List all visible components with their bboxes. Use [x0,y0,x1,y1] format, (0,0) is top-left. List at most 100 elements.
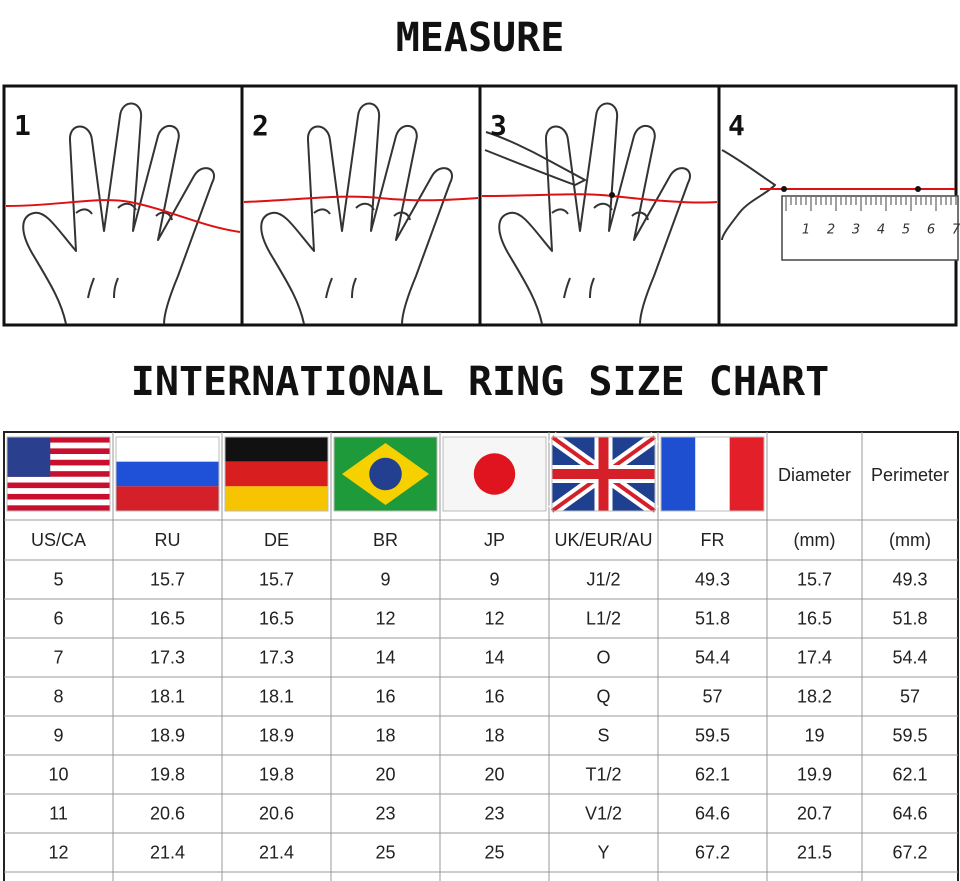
table-cell: 6 [53,608,63,628]
table-cell: Q [596,686,610,706]
table-cell: V1/2 [585,803,622,823]
table-cell: 11 [49,803,68,823]
flag [224,436,329,512]
table-cell: 19.8 [150,764,185,784]
table-cell: 16.5 [797,608,832,628]
table-cell: 5 [53,569,63,589]
flag-part [473,453,516,495]
table-cell: 19.8 [259,764,294,784]
table-cell: 20 [484,764,504,784]
mark-dot [609,192,615,198]
table-cell: 10 [48,764,68,784]
table-cell: T1/2 [585,764,621,784]
table-cell: 25 [484,842,504,862]
flag-border [6,436,111,512]
table-cell: 20 [375,764,395,784]
table-cell: 18.9 [259,725,294,745]
table-cell: 57 [702,686,722,706]
table-cell: 8 [53,686,63,706]
table-cell: 49.3 [695,569,730,589]
table-cell: 18.1 [150,686,185,706]
table-cell: 21.4 [259,842,294,862]
table-cell: 15.7 [150,569,185,589]
flag-part [552,469,655,479]
flag-border [115,436,220,512]
table-cell: L1/2 [586,608,621,628]
table-cell: 17.4 [797,647,832,667]
table-cell: 64.6 [695,803,730,823]
flag-part [7,499,110,506]
flag [442,436,547,512]
table-cell: 14 [375,647,395,667]
table-cell: 62.1 [695,764,730,784]
flag-part [7,454,110,460]
mark-dot [781,186,787,192]
flag-part [7,471,110,477]
table-cell: 23 [484,803,504,823]
flag-border [442,436,547,512]
table-cell: 18.1 [259,686,294,706]
step-number: 4 [728,109,745,142]
table-cell: 19 [804,725,824,745]
table-cell: 12 [48,842,68,862]
table-cell: 62.1 [892,764,927,784]
string-line [243,195,479,203]
table-cell: 15.7 [259,569,294,589]
chart-title: INTERNATIONAL RING SIZE CHART [131,359,829,405]
flag-part [661,437,696,511]
flag [548,432,659,516]
unit-label: (mm) [794,530,836,550]
table-cell: 18 [484,725,504,745]
table-cell: J1/2 [586,569,620,589]
unit-label: JP [484,530,505,550]
table-cell: 16 [484,686,504,706]
flag-part [369,457,402,491]
flag [660,436,765,512]
page-title: MEASURE [396,15,565,61]
flag-part [225,461,328,487]
table-cell: 12 [375,608,395,628]
flag-part [7,505,110,511]
table-cell: 15.7 [797,569,832,589]
unit-label: UK/EUR/AU [554,530,652,550]
flag [333,436,438,512]
flag-part [7,488,110,494]
step-number: 3 [490,109,507,142]
flag-part [116,437,219,462]
table-cell: 51.8 [695,608,730,628]
ruler-ticks: 1 2 3 4 5 6 7 [785,197,960,238]
ruler-label: 5 [902,223,910,238]
flag-part [695,437,730,511]
table-cell: 16.5 [259,608,294,628]
flag-border [551,436,656,512]
table-cell: 12 [484,608,504,628]
table-cell: 9 [53,725,63,745]
unit-label: RU [155,530,181,550]
measure-steps: 1 2 3 4 5 6 7 1 2 3 4 [2,84,960,327]
flag-border [333,436,438,512]
flag-border [660,436,765,512]
mark-dot [915,186,921,192]
ruler-label: 6 [927,223,935,238]
table-cell: 67.2 [892,842,927,862]
step-number: 1 [14,109,31,142]
ruler-label: 3 [852,223,860,238]
table-cell: 9 [489,569,499,589]
flag-part [7,476,110,483]
flag-part [7,493,110,500]
table-cell: 64.6 [892,803,927,823]
flag-part [116,486,219,511]
table-cell: 7 [53,647,63,667]
column-header: Perimeter [871,465,949,485]
table-cell: 59.5 [892,725,927,745]
flag-part [225,437,328,462]
table-cell: 17.3 [150,647,185,667]
flag-part [7,448,110,455]
table-cell: 54.4 [695,647,730,667]
unit-label: US/CA [31,530,86,550]
ruler-label: 1 [802,223,810,238]
table-cell: 20.6 [259,803,294,823]
flag-part [7,442,110,449]
step-number: 2 [252,109,269,142]
